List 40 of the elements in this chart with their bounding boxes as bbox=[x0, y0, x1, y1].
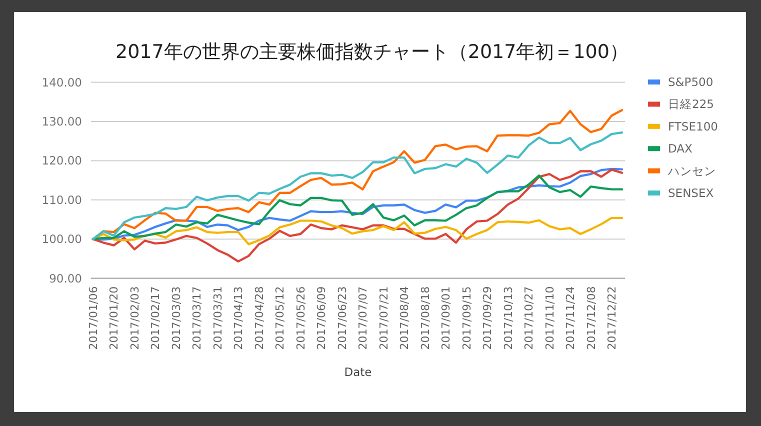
legend-label: DAX bbox=[668, 142, 693, 156]
x-tick-label: 2017/02/03 bbox=[128, 286, 142, 350]
y-tick-label: 90.00 bbox=[49, 271, 82, 286]
legend-label: ハンセン bbox=[667, 164, 716, 178]
x-tick-label: 2017/01/20 bbox=[108, 286, 121, 350]
x-tick-label: 2017/06/09 bbox=[315, 286, 328, 350]
y-tick-label: 140.00 bbox=[42, 75, 82, 90]
x-tick-label: 2017/08/04 bbox=[398, 286, 412, 350]
x-tick-label: 2017/09/01 bbox=[440, 286, 453, 350]
legend-label: 日経225 bbox=[668, 97, 714, 112]
legend-label: FTSE100 bbox=[668, 119, 718, 134]
x-tick-label: 2017/06/23 bbox=[336, 286, 349, 350]
legend-label: SENSEX bbox=[668, 186, 714, 200]
x-axis-title: Date bbox=[344, 365, 372, 379]
x-tick-label: 2017/10/27 bbox=[522, 286, 536, 350]
x-tick-label: 2017/04/28 bbox=[252, 286, 266, 350]
x-tick-label: 2017/03/31 bbox=[211, 286, 224, 350]
x-tick-label: 2017/07/07 bbox=[356, 286, 370, 350]
x-tick-label: 2017/12/22 bbox=[606, 286, 619, 350]
legend-label: S&P500 bbox=[668, 75, 714, 89]
x-tick-label: 2017/03/17 bbox=[190, 286, 204, 350]
x-tick-label: 2017/05/26 bbox=[294, 286, 308, 350]
x-tick-label: 2017/10/13 bbox=[502, 286, 515, 350]
y-tick-label: 110.00 bbox=[42, 192, 82, 207]
x-tick-label: 2017/11/24 bbox=[564, 286, 578, 350]
chart-title: 2017年の世界の主要株価指数チャート（2017年初＝100） bbox=[116, 41, 628, 63]
x-tick-label: 2017/02/17 bbox=[149, 286, 162, 350]
x-tick-label: 2017/03/03 bbox=[170, 286, 183, 350]
y-tick-label: 130.00 bbox=[42, 114, 82, 128]
x-tick-label: 2017/04/13 bbox=[232, 286, 246, 350]
x-tick-label: 2017/12/08 bbox=[584, 286, 598, 350]
x-tick-label: 2017/09/15 bbox=[460, 286, 474, 350]
x-tick-label: 2017/07/21 bbox=[377, 286, 390, 350]
x-tick-label: 2017/11/10 bbox=[543, 286, 556, 350]
y-tick-label: 120.00 bbox=[42, 154, 82, 168]
x-tick-label: 2017/01/06 bbox=[87, 286, 100, 350]
x-tick-label: 2017/05/12 bbox=[274, 286, 287, 350]
x-tick-label: 2017/09/29 bbox=[481, 286, 494, 350]
x-tick-label: 2017/08/18 bbox=[418, 286, 432, 350]
y-tick-label: 100.00 bbox=[42, 232, 82, 246]
